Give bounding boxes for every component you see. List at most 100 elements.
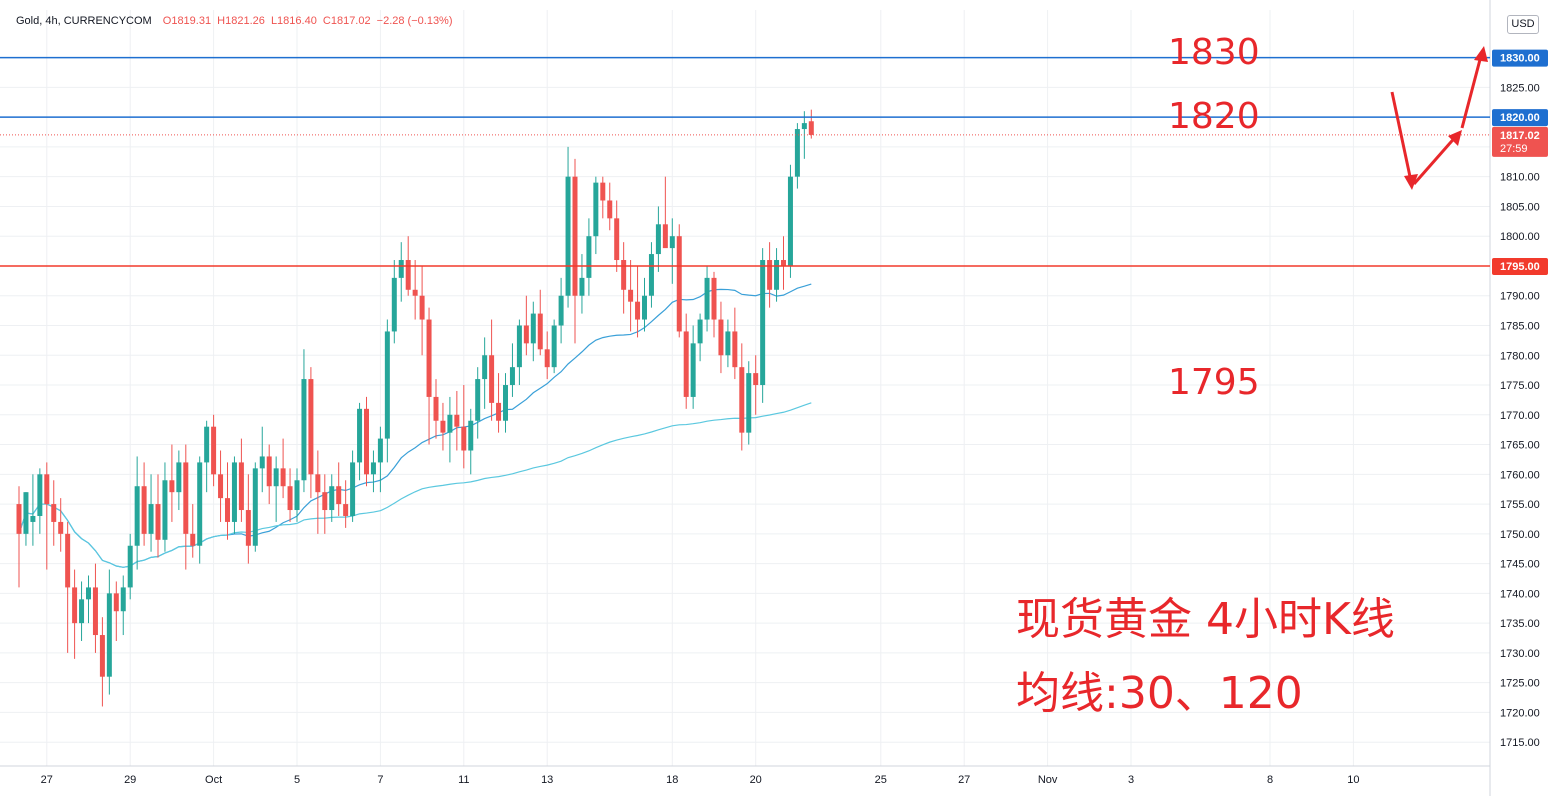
candle-body xyxy=(197,462,203,546)
candle-body xyxy=(141,486,147,534)
currency-button[interactable]: USD xyxy=(1507,15,1539,34)
candle-body xyxy=(516,325,522,368)
time-tick-label: 27 xyxy=(41,774,53,786)
candle-body xyxy=(183,462,189,534)
candle-body xyxy=(732,331,738,368)
price-tick-label: 1775.00 xyxy=(1500,380,1540,392)
candle-body xyxy=(669,236,675,249)
time-tick-label: 10 xyxy=(1347,774,1359,786)
price-tag-1820: 1820.00 xyxy=(1500,112,1540,124)
candle-body xyxy=(211,426,217,475)
candle xyxy=(231,456,237,534)
candle-body xyxy=(92,587,98,636)
price-tick-label: 1800.00 xyxy=(1500,231,1540,243)
candle xyxy=(99,617,105,707)
candle xyxy=(433,379,439,439)
candle-body xyxy=(593,182,599,237)
candle xyxy=(614,200,620,272)
candle-body xyxy=(558,295,564,326)
candle-body xyxy=(426,319,432,397)
time-tick-label: 18 xyxy=(666,774,678,786)
candle xyxy=(238,438,244,522)
candle-body xyxy=(760,260,766,386)
candle-body xyxy=(447,414,453,433)
candle xyxy=(301,349,307,493)
candle xyxy=(794,123,800,189)
price-tick-label: 1750.00 xyxy=(1500,529,1540,541)
candle-body xyxy=(704,277,710,320)
candle xyxy=(732,307,738,380)
candle-body xyxy=(586,236,592,278)
candle-body xyxy=(753,373,759,386)
high-value: H1821.26 xyxy=(217,15,265,27)
candle-body xyxy=(676,236,682,332)
candle xyxy=(642,277,647,332)
change-value: −2.28 (−0.13%) xyxy=(376,15,453,27)
candle xyxy=(628,260,634,332)
symbol-legend: Gold, 4h, CURRENCYCOM O1819.31 H1821.26 … xyxy=(16,15,456,27)
candle-body xyxy=(551,325,557,368)
candle-body xyxy=(739,367,745,433)
price-tick-label: 1790.00 xyxy=(1500,291,1540,303)
candles xyxy=(16,109,814,707)
candle xyxy=(176,450,182,511)
candle xyxy=(635,265,641,338)
candle-body xyxy=(662,224,668,249)
annotation-chart-description: 现货黄金 4小时K线 xyxy=(1016,594,1395,645)
candle xyxy=(725,319,731,368)
candle-body xyxy=(405,260,411,290)
candle-body xyxy=(329,486,335,511)
candle-body xyxy=(503,385,508,421)
time-tick-label: Nov xyxy=(1038,774,1058,786)
candle-body xyxy=(412,289,418,296)
candle-body xyxy=(245,510,251,546)
candle-body xyxy=(433,396,439,421)
arrow-head-up xyxy=(1448,130,1462,146)
candle-body xyxy=(350,462,356,516)
candle xyxy=(92,563,98,653)
candle xyxy=(753,355,759,415)
candle xyxy=(398,242,404,302)
price-tag-1795-bg xyxy=(1492,257,1548,275)
candle xyxy=(419,265,425,356)
last-price-tag: 1817.02 xyxy=(1500,130,1540,142)
candle-body xyxy=(37,474,43,516)
candle-body xyxy=(44,474,50,505)
candle-body xyxy=(72,587,78,624)
candle xyxy=(30,474,36,546)
candle xyxy=(357,402,363,481)
candle-body xyxy=(697,319,703,344)
price-tag-1820-bg xyxy=(1492,109,1548,127)
candle xyxy=(746,361,752,445)
candle xyxy=(558,277,564,344)
candle-body xyxy=(273,468,279,487)
candle xyxy=(551,319,557,374)
candle xyxy=(16,486,22,588)
candle-body xyxy=(808,121,814,135)
candle xyxy=(690,325,696,409)
candle xyxy=(767,242,773,308)
candle xyxy=(523,295,529,356)
candle xyxy=(65,521,71,653)
candle-body xyxy=(419,295,425,320)
last-price-tag-bg xyxy=(1492,126,1548,157)
candle xyxy=(648,242,654,308)
candle xyxy=(496,373,502,433)
grid-lines xyxy=(0,10,1490,766)
candle-body xyxy=(774,260,780,290)
time-tick-label: 20 xyxy=(750,774,762,786)
candle xyxy=(141,462,147,546)
candle-body xyxy=(648,254,654,296)
candle xyxy=(350,450,356,522)
annotation-1795: 1795 xyxy=(1168,362,1260,403)
candle xyxy=(127,533,133,600)
time-tick-label: 25 xyxy=(875,774,887,786)
candle-body xyxy=(530,313,536,344)
candle xyxy=(252,462,258,552)
candle-body xyxy=(718,319,724,356)
candle xyxy=(294,468,300,522)
candle-body xyxy=(509,367,515,386)
candle-body xyxy=(259,456,265,469)
